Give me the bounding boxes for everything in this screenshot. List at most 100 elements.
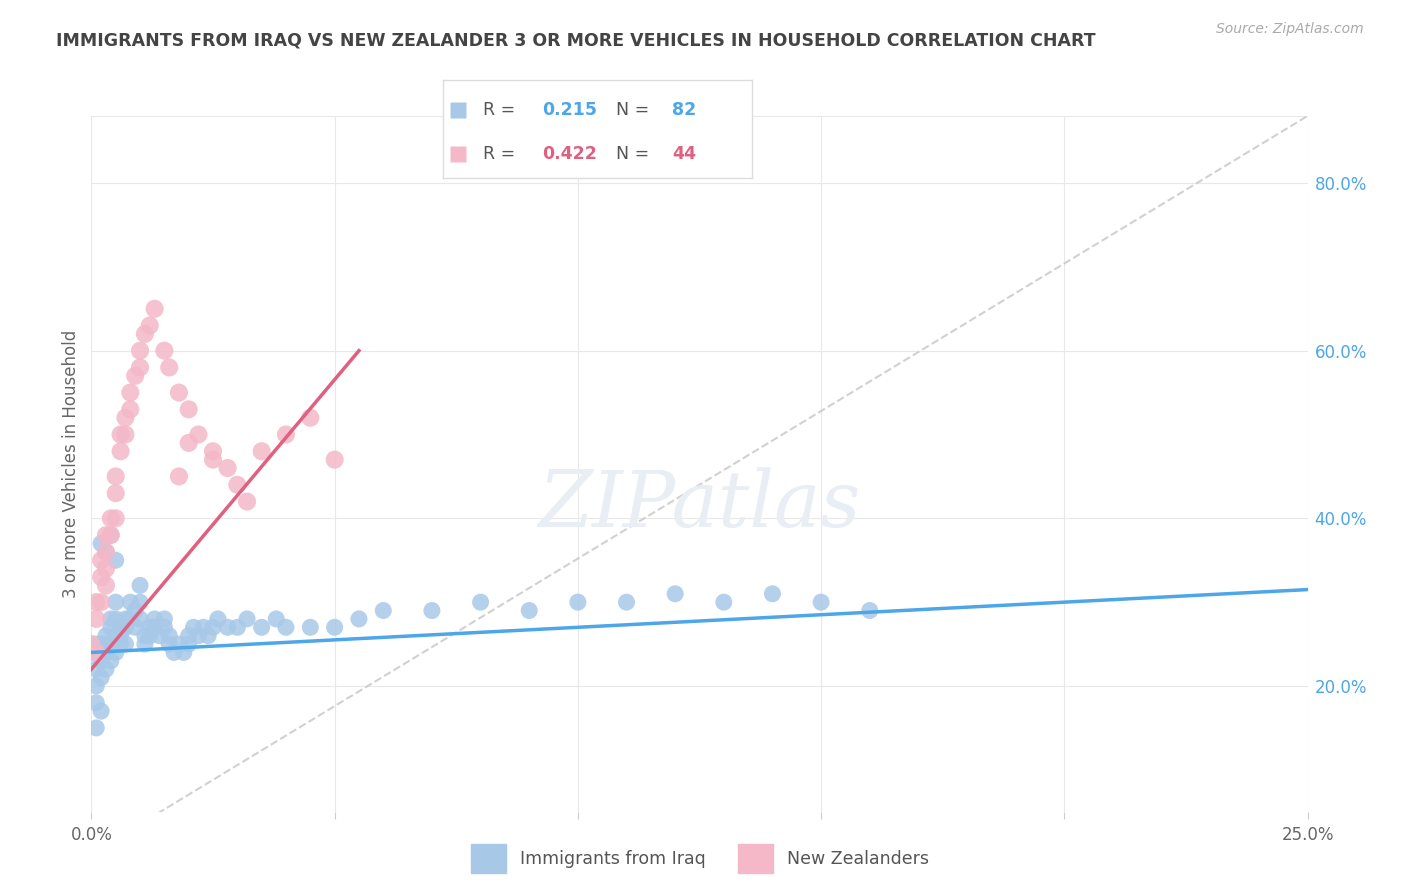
Text: 0.215: 0.215: [541, 101, 598, 119]
Point: [323, 620, 346, 634]
Point: [236, 612, 259, 626]
Y-axis label: 3 or more Vehicles in Household: 3 or more Vehicles in Household: [62, 330, 80, 598]
Point: [90, 645, 112, 659]
Point: [120, 612, 142, 626]
Point: [104, 553, 127, 567]
Point: [129, 595, 152, 609]
Point: [124, 368, 146, 383]
Point: [153, 343, 176, 358]
Point: [90, 654, 112, 668]
Text: IMMIGRANTS FROM IRAQ VS NEW ZEALANDER 3 OR MORE VEHICLES IN HOUSEHOLD CORRELATIO: IMMIGRANTS FROM IRAQ VS NEW ZEALANDER 3 …: [56, 31, 1095, 49]
Point: [94, 561, 117, 575]
Point: [859, 603, 882, 617]
Point: [84, 595, 107, 609]
Point: [90, 637, 112, 651]
Point: [100, 637, 122, 651]
Text: R =: R =: [484, 101, 520, 119]
Point: [177, 629, 200, 643]
Text: 82: 82: [672, 101, 696, 119]
Point: [134, 326, 156, 341]
Point: [94, 545, 117, 559]
Point: [236, 494, 259, 508]
Point: [153, 620, 176, 634]
Bar: [471, 844, 506, 873]
Point: [157, 629, 180, 643]
Point: [114, 612, 136, 626]
Point: [94, 629, 117, 643]
Point: [167, 637, 190, 651]
Point: [94, 645, 117, 659]
Point: [94, 528, 117, 542]
Point: [157, 637, 180, 651]
Point: [202, 620, 225, 634]
Point: [120, 402, 142, 417]
Text: ZIPatlas: ZIPatlas: [538, 467, 860, 544]
Point: [616, 595, 638, 609]
Text: N =: N =: [616, 101, 655, 119]
Point: [100, 528, 122, 542]
Point: [114, 427, 136, 442]
Point: [139, 620, 162, 634]
Point: [84, 645, 107, 659]
Point: [90, 595, 112, 609]
Point: [104, 595, 127, 609]
Point: [110, 637, 132, 651]
Point: [153, 612, 176, 626]
Point: [143, 620, 166, 634]
Point: [157, 360, 180, 375]
Point: [274, 427, 297, 442]
Point: [84, 662, 107, 676]
Point: [761, 587, 783, 601]
Point: [110, 444, 132, 458]
Point: [114, 620, 136, 634]
Point: [104, 469, 127, 483]
Point: [139, 318, 162, 333]
Point: [810, 595, 832, 609]
Point: [94, 578, 117, 592]
Point: [114, 410, 136, 425]
Point: [470, 595, 492, 609]
Point: [217, 461, 239, 475]
Point: [226, 620, 249, 634]
Point: [197, 629, 219, 643]
Point: [143, 612, 166, 626]
Point: [104, 629, 127, 643]
Point: [183, 620, 205, 634]
Point: [187, 427, 209, 442]
Point: [202, 444, 225, 458]
Point: [420, 603, 443, 617]
Point: [84, 679, 107, 693]
Point: [129, 578, 152, 592]
Point: [143, 301, 166, 316]
Point: [250, 620, 273, 634]
Point: [129, 343, 152, 358]
Point: [664, 587, 686, 601]
Point: [120, 595, 142, 609]
Point: [104, 511, 127, 525]
Point: [100, 654, 122, 668]
Point: [90, 553, 112, 567]
Point: [250, 444, 273, 458]
Point: [167, 385, 190, 400]
Point: [177, 436, 200, 450]
Point: [114, 637, 136, 651]
Point: [148, 629, 170, 643]
Text: 0.422: 0.422: [541, 145, 596, 163]
Point: [226, 477, 249, 491]
Point: [299, 620, 322, 634]
Point: [90, 704, 112, 718]
Point: [517, 603, 540, 617]
Point: [100, 528, 122, 542]
Point: [80, 645, 103, 659]
Point: [347, 612, 370, 626]
Point: [713, 595, 735, 609]
Point: [120, 385, 142, 400]
Point: [80, 637, 103, 651]
Text: N =: N =: [616, 145, 655, 163]
Point: [104, 486, 127, 500]
Point: [129, 360, 152, 375]
Point: [124, 620, 146, 634]
Text: R =: R =: [484, 145, 520, 163]
Point: [84, 696, 107, 710]
Point: [94, 637, 117, 651]
